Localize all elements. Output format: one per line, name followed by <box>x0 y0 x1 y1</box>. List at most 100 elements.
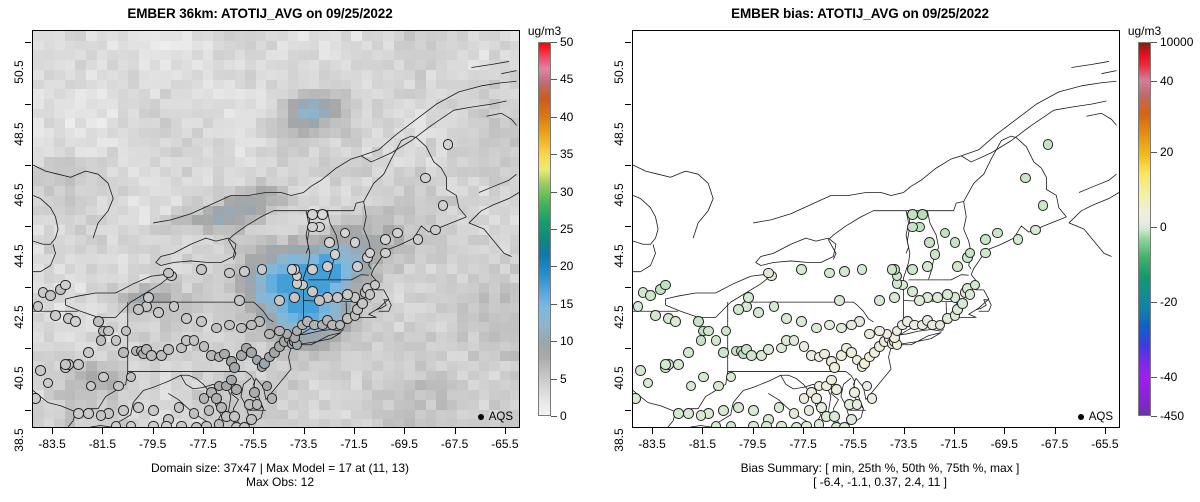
aqs-station-marker[interactable] <box>176 420 187 427</box>
aqs-station-marker[interactable] <box>642 377 654 389</box>
aqs-station-marker[interactable] <box>196 316 207 328</box>
aqs-station-marker[interactable] <box>633 393 641 404</box>
aqs-station-marker[interactable] <box>798 393 810 404</box>
aqs-station-marker[interactable] <box>725 371 737 383</box>
aqs-station-marker[interactable] <box>50 310 61 322</box>
aqs-station-marker[interactable] <box>992 227 1004 239</box>
aqs-station-marker[interactable] <box>1012 233 1024 245</box>
aqs-station-marker[interactable] <box>306 209 318 221</box>
aqs-station-marker[interactable] <box>957 298 968 309</box>
aqs-station-marker[interactable] <box>213 419 225 427</box>
aqs-station-marker[interactable] <box>246 319 258 331</box>
aqs-station-marker[interactable] <box>110 334 122 346</box>
aqs-station-marker[interactable] <box>155 350 167 361</box>
aqs-station-marker[interactable] <box>916 209 928 221</box>
aqs-station-marker[interactable] <box>949 236 961 248</box>
aqs-station-marker[interactable] <box>796 316 807 328</box>
aqs-station-marker[interactable] <box>35 365 46 377</box>
aqs-station-marker[interactable] <box>818 348 830 360</box>
aqs-station-marker[interactable] <box>1020 172 1031 184</box>
aqs-station-marker[interactable] <box>289 292 300 303</box>
aqs-station-marker[interactable] <box>153 307 165 319</box>
aqs-station-marker[interactable] <box>838 422 850 427</box>
aqs-station-marker[interactable] <box>650 310 661 322</box>
aqs-station-marker[interactable] <box>364 247 376 259</box>
aqs-station-marker[interactable] <box>188 408 200 420</box>
aqs-station-marker[interactable] <box>710 420 722 427</box>
aqs-station-marker[interactable] <box>223 267 235 279</box>
aqs-station-marker[interactable] <box>274 295 285 306</box>
aqs-station-marker[interactable] <box>145 350 157 361</box>
aqs-station-marker[interactable] <box>914 295 926 306</box>
aqs-station-marker[interactable] <box>133 304 144 315</box>
aqs-station-marker[interactable] <box>218 348 230 360</box>
aqs-station-marker[interactable] <box>369 279 381 291</box>
aqs-station-marker[interactable] <box>203 405 215 416</box>
aqs-station-marker[interactable] <box>379 247 391 259</box>
aqs-station-marker[interactable] <box>836 322 848 334</box>
aqs-station-marker[interactable] <box>223 319 235 331</box>
aqs-station-marker[interactable] <box>861 380 873 392</box>
aqs-station-marker[interactable] <box>118 347 129 358</box>
aqs-station-marker[interactable] <box>748 420 760 427</box>
aqs-station-marker[interactable] <box>379 233 391 245</box>
aqs-station-marker[interactable] <box>316 209 328 221</box>
aqs-station-marker[interactable] <box>274 325 285 337</box>
aqs-station-marker[interactable] <box>125 420 137 427</box>
aqs-station-marker[interactable] <box>334 319 346 331</box>
aqs-station-marker[interactable] <box>849 386 860 398</box>
aqs-station-marker[interactable] <box>798 340 810 352</box>
aqs-station-marker[interactable] <box>833 295 845 306</box>
aqs-station-marker[interactable] <box>929 249 941 260</box>
aqs-station-marker[interactable] <box>228 411 240 423</box>
aqs-station-marker[interactable] <box>420 172 431 184</box>
aqs-station-marker[interactable] <box>828 362 840 374</box>
aqs-station-marker[interactable] <box>964 247 976 259</box>
aqs-station-marker[interactable] <box>198 340 210 352</box>
aqs-station-marker[interactable] <box>211 322 222 334</box>
aqs-station-marker[interactable] <box>45 290 56 302</box>
aqs-station-marker[interactable] <box>866 393 878 404</box>
aqs-station-marker[interactable] <box>85 380 97 392</box>
aqs-station-marker[interactable] <box>143 292 155 303</box>
aqs-station-marker[interactable] <box>188 334 200 346</box>
aqs-station-marker[interactable] <box>60 279 72 291</box>
aqs-station-marker[interactable] <box>82 408 94 420</box>
aqs-station-marker[interactable] <box>95 409 107 421</box>
aqs-station-marker[interactable] <box>251 399 263 410</box>
aqs-station-marker[interactable] <box>95 334 107 346</box>
aqs-station-marker[interactable] <box>148 420 160 427</box>
aqs-station-marker[interactable] <box>906 221 918 233</box>
aqs-station-marker[interactable] <box>266 393 278 404</box>
aqs-station-marker[interactable] <box>148 405 160 416</box>
aqs-station-marker[interactable] <box>932 292 943 303</box>
aqs-station-marker[interactable] <box>768 301 780 312</box>
aqs-station-marker[interactable] <box>430 224 441 236</box>
aqs-station-marker[interactable] <box>113 380 124 392</box>
aqs-station-marker[interactable] <box>357 298 368 309</box>
aqs-station-marker[interactable] <box>645 290 656 302</box>
aqs-station-marker[interactable] <box>924 236 936 248</box>
aqs-station-marker[interactable] <box>803 405 815 416</box>
aqs-station-marker[interactable] <box>745 350 757 361</box>
aqs-station-marker[interactable] <box>906 209 918 221</box>
aqs-station-marker[interactable] <box>72 359 84 371</box>
aqs-station-marker[interactable] <box>412 233 424 245</box>
aqs-station-marker[interactable] <box>710 334 722 346</box>
aqs-station-marker[interactable] <box>964 288 976 300</box>
aqs-station-marker[interactable] <box>874 295 885 306</box>
aqs-station-marker[interactable] <box>952 261 963 273</box>
aqs-station-marker[interactable] <box>776 420 787 427</box>
aqs-station-marker[interactable] <box>813 419 825 427</box>
aqs-station-marker[interactable] <box>228 362 240 374</box>
aqs-station-marker[interactable] <box>733 304 744 315</box>
aqs-station-marker[interactable] <box>196 264 207 276</box>
aqs-station-marker[interactable] <box>133 402 144 413</box>
aqs-station-marker[interactable] <box>718 405 729 416</box>
aqs-station-marker[interactable] <box>939 227 951 239</box>
aqs-station-marker[interactable] <box>306 221 318 233</box>
aqs-station-marker[interactable] <box>125 371 137 383</box>
aqs-station-marker[interactable] <box>823 267 835 279</box>
aqs-station-marker[interactable] <box>660 279 672 291</box>
aqs-station-marker[interactable] <box>748 405 760 416</box>
